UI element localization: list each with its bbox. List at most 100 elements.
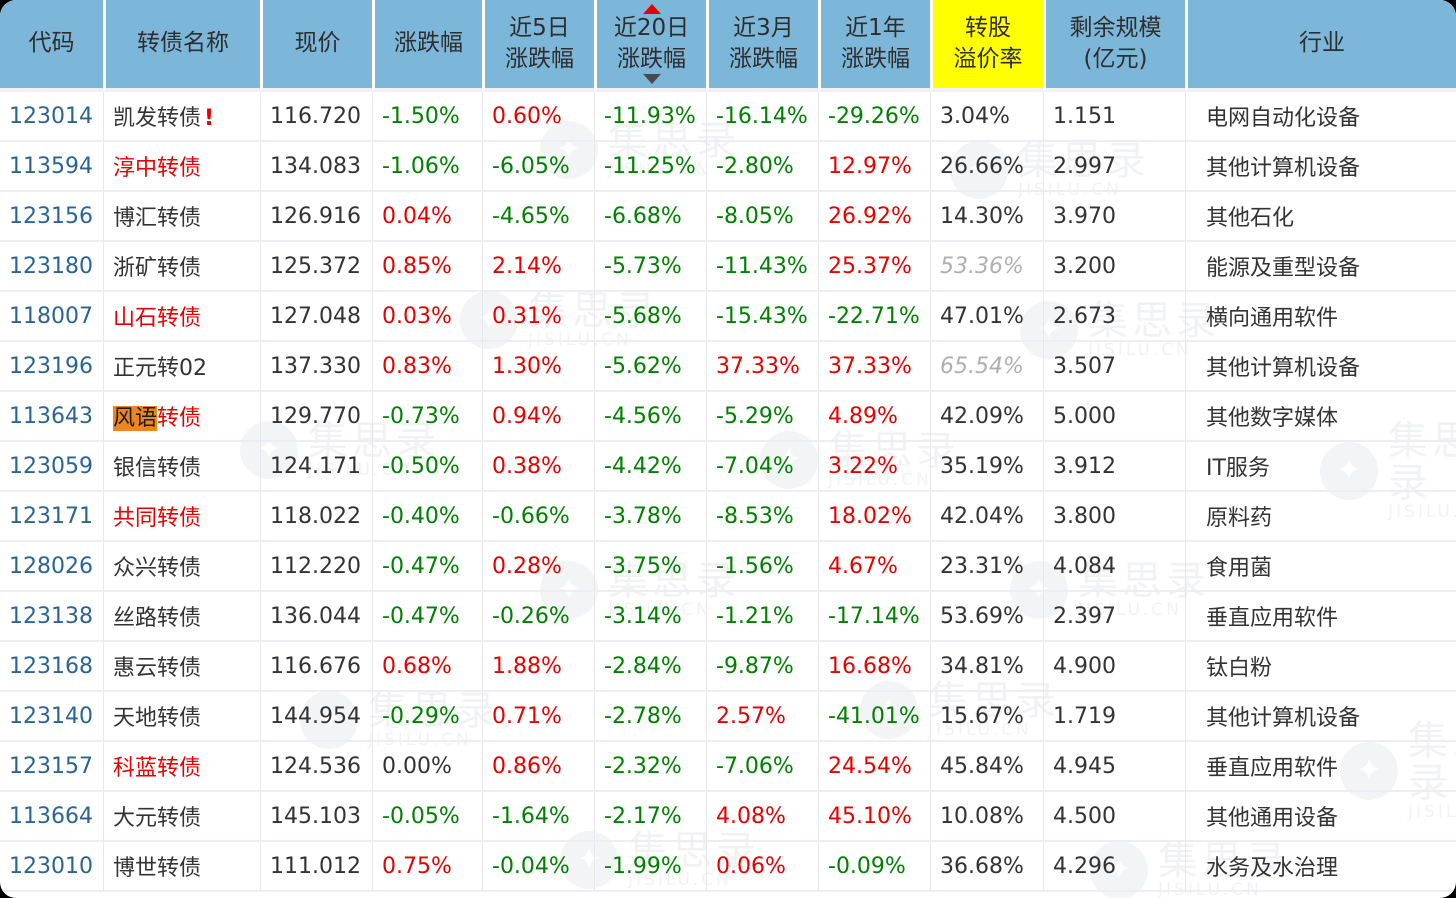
bond-code-link[interactable]: 123138 xyxy=(0,592,103,642)
current-price: 111.012 xyxy=(260,842,372,892)
chg-percent: -0.29% xyxy=(372,692,482,742)
col-header-premium[interactable]: 转股 溢价率 xyxy=(930,0,1043,92)
conversion-premium-rate: 15.67% xyxy=(930,692,1043,742)
current-price: 112.220 xyxy=(260,542,372,592)
chg20-percent: -6.68% xyxy=(594,192,706,242)
current-price: 118.022 xyxy=(260,492,372,542)
chg5-percent: -6.05% xyxy=(482,142,594,192)
conversion-premium-rate: 42.04% xyxy=(930,492,1043,542)
table-row: 123140 天地转债 144.954 -0.29% 0.71% -2.78% 2.57% -… xyxy=(0,692,1456,742)
bond-code-link[interactable]: 123014 xyxy=(0,92,103,142)
col-header-chg20[interactable]: 近20日 涨跌幅 xyxy=(594,0,706,92)
col-header-chg3m[interactable]: 近3月 涨跌幅 xyxy=(706,0,818,92)
chg-percent: 0.75% xyxy=(372,842,482,892)
col-header-industry[interactable]: 行业 xyxy=(1185,0,1456,92)
col-header-label: 涨跌幅 xyxy=(394,30,463,57)
conversion-premium-rate: 53.36% xyxy=(930,242,1043,292)
industry: 垂直应用软件 xyxy=(1185,592,1456,642)
industry: 电网自动化设备 xyxy=(1185,92,1456,142)
bond-code-link[interactable]: 123196 xyxy=(0,342,103,392)
chg-percent: -0.05% xyxy=(372,792,482,842)
chg20-percent: -4.42% xyxy=(594,442,706,492)
bond-name-link[interactable]: 银信转债 xyxy=(103,442,260,492)
col-header-label: 现价 xyxy=(294,30,341,57)
col-header-chg1y[interactable]: 近1年 涨跌幅 xyxy=(818,0,930,92)
chg5-percent: 2.14% xyxy=(482,242,594,292)
bond-name-link[interactable]: 科蓝转债 xyxy=(103,742,260,792)
col-header-chg[interactable]: 涨跌幅 xyxy=(372,0,482,92)
chg20-percent: -2.17% xyxy=(594,792,706,842)
bond-name-link[interactable]: 博汇转债 xyxy=(103,192,260,242)
remaining-size: 3.800 xyxy=(1043,492,1185,542)
current-price: 136.044 xyxy=(260,592,372,642)
chg5-percent: 0.60% xyxy=(482,92,594,142)
col-header-chg5[interactable]: 近5日 涨跌幅 xyxy=(482,0,594,92)
bond-code-link[interactable]: 123180 xyxy=(0,242,103,292)
bond-name-link[interactable]: 大元转债 xyxy=(103,792,260,842)
conversion-premium-rate: 23.31% xyxy=(930,542,1043,592)
bond-name-link[interactable]: 山石转债 xyxy=(103,292,260,342)
bond-name-link[interactable]: 惠云转债 xyxy=(103,642,260,692)
bond-name-part: 科蓝转债 xyxy=(113,756,202,781)
bond-code-link[interactable]: 128026 xyxy=(0,542,103,592)
remaining-size: 3.970 xyxy=(1043,192,1185,242)
bond-name-link[interactable]: 博世转债 xyxy=(103,842,260,892)
chg1y-percent: 3.22% xyxy=(818,442,930,492)
conversion-premium-rate: 14.30% xyxy=(930,192,1043,242)
chg3m-percent: -8.53% xyxy=(706,492,818,542)
chg20-percent: -3.75% xyxy=(594,542,706,592)
chg5-percent: 0.31% xyxy=(482,292,594,342)
chg-percent: -0.73% xyxy=(372,392,482,442)
bond-code-link[interactable]: 123157 xyxy=(0,742,103,792)
chg-percent: -1.06% xyxy=(372,142,482,192)
chg-percent: 0.04% xyxy=(372,192,482,242)
current-price: 125.372 xyxy=(260,242,372,292)
bond-name-link[interactable]: 淳中转债 xyxy=(103,142,260,192)
bond-name-link[interactable]: 众兴转债 xyxy=(103,542,260,592)
bond-code-link[interactable]: 123059 xyxy=(0,442,103,492)
bond-code-link[interactable]: 123171 xyxy=(0,492,103,542)
bond-name-link[interactable]: 天地转债 xyxy=(103,692,260,742)
remaining-size: 2.397 xyxy=(1043,592,1185,642)
sort-desc-icon[interactable] xyxy=(642,74,661,84)
bond-code-link[interactable]: 113664 xyxy=(0,792,103,842)
chg20-percent: -4.56% xyxy=(594,392,706,442)
chg5-percent: 0.28% xyxy=(482,542,594,592)
bond-code-link[interactable]: 113594 xyxy=(0,142,103,192)
table-row: 123010 博世转债 111.012 0.75% -0.04% -1.99% 0.06% -… xyxy=(0,842,1456,892)
bond-code-link[interactable]: 123156 xyxy=(0,192,103,242)
col-header-size[interactable]: 剩余规模 (亿元) xyxy=(1043,0,1185,92)
bond-name-part: 共同转债 xyxy=(113,506,202,531)
col-header-label-line2: 涨跌幅 xyxy=(729,46,798,72)
chg1y-percent: 45.10% xyxy=(818,792,930,842)
bond-name-link[interactable]: 共同转债 xyxy=(103,492,260,542)
chg5-percent: 1.30% xyxy=(482,342,594,392)
sort-asc-icon[interactable] xyxy=(642,4,661,14)
col-header-code[interactable]: 代码 xyxy=(0,0,103,92)
conversion-premium-rate: 26.66% xyxy=(930,142,1043,192)
chg20-percent: -2.32% xyxy=(594,742,706,792)
bond-name-link[interactable]: 正元转02 xyxy=(103,342,260,392)
industry: 其他计算机设备 xyxy=(1185,342,1456,392)
bond-code-link[interactable]: 118007 xyxy=(0,292,103,342)
bond-name-link[interactable]: 浙矿转债 xyxy=(103,242,260,292)
industry: 原料药 xyxy=(1185,492,1456,542)
bond-name-link[interactable]: 凯发转债! xyxy=(103,92,260,142)
bond-name-part: 博汇转债 xyxy=(113,206,202,231)
col-header-name[interactable]: 转债名称 xyxy=(103,0,260,92)
remaining-size: 4.084 xyxy=(1043,542,1185,592)
bond-code-link[interactable]: 123010 xyxy=(0,842,103,892)
bond-code-link[interactable]: 123168 xyxy=(0,642,103,692)
col-header-price[interactable]: 现价 xyxy=(260,0,372,92)
bond-name-link[interactable]: 风语转债 xyxy=(103,392,260,442)
bond-code-link[interactable]: 123140 xyxy=(0,692,103,742)
chg1y-percent: 12.97% xyxy=(818,142,930,192)
bond-name-part: 正元转02 xyxy=(113,356,207,381)
col-header-label: 转股 xyxy=(965,14,1011,41)
bond-code-link[interactable]: 113643 xyxy=(0,392,103,442)
bond-name-link[interactable]: 丝路转债 xyxy=(103,592,260,642)
chg1y-percent: 18.02% xyxy=(818,492,930,542)
chg5-percent: -4.65% xyxy=(482,192,594,242)
chg-percent: 0.85% xyxy=(372,242,482,292)
chg1y-percent: 37.33% xyxy=(818,342,930,392)
